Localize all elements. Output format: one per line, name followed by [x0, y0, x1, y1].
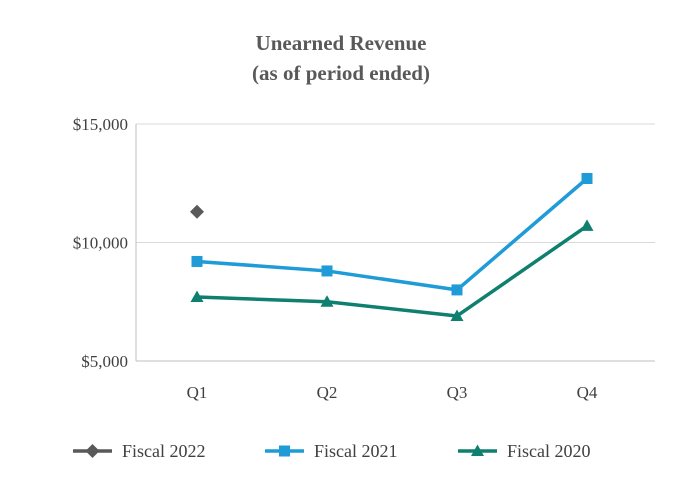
data-point	[581, 173, 593, 185]
legend: Fiscal 2022 Fiscal 2021 Fiscal 2020	[73, 441, 591, 461]
legend-label: Fiscal 2020	[507, 441, 591, 461]
legend-item: Fiscal 2022	[73, 441, 206, 461]
legend-marker	[279, 445, 290, 457]
legend-marker	[471, 444, 484, 456]
legend-item: Fiscal 2021	[265, 441, 398, 461]
legend-marker	[85, 444, 100, 458]
x-tick-label: Q1	[187, 383, 208, 402]
series-line	[196, 224, 588, 318]
axes	[135, 124, 655, 362]
data-point	[321, 265, 333, 277]
data-point	[451, 284, 463, 296]
series-fiscal-2020	[190, 219, 594, 321]
x-tick-label: Q3	[447, 383, 468, 402]
y-tick-label: $5,000	[81, 352, 128, 371]
legend-item: Fiscal 2020	[458, 441, 591, 461]
series-line	[196, 177, 589, 292]
legend-label: Fiscal 2021	[314, 441, 398, 461]
x-tick-label: Q4	[577, 383, 598, 402]
plot-series	[190, 173, 594, 321]
x-axis-tick-labels: Q1 Q2 Q3 Q4	[187, 383, 598, 402]
y-axis-tick-labels: $5,000 $10,000 $15,000	[73, 115, 128, 371]
chart-title-line-1: Unearned Revenue	[256, 31, 427, 55]
data-point	[190, 290, 204, 303]
gridlines	[136, 123, 655, 243]
legend-label: Fiscal 2022	[122, 441, 206, 461]
data-point	[320, 295, 334, 307]
series-fiscal-2021	[191, 173, 593, 296]
y-tick-label: $10,000	[73, 234, 128, 253]
data-point	[190, 204, 204, 219]
chart-title-line-2: (as of period ended)	[252, 61, 430, 85]
data-point	[580, 219, 594, 231]
data-point	[450, 309, 464, 321]
x-tick-label: Q2	[317, 383, 338, 402]
series-fiscal-2022	[190, 204, 204, 219]
y-tick-label: $15,000	[73, 115, 128, 134]
data-point	[191, 255, 203, 267]
